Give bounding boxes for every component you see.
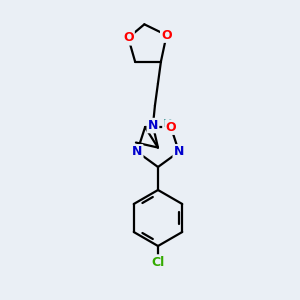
Text: O: O	[166, 121, 176, 134]
Text: H: H	[163, 118, 172, 128]
Text: O: O	[161, 28, 172, 42]
Text: Cl: Cl	[152, 256, 165, 268]
Text: N: N	[174, 145, 184, 158]
Text: O: O	[123, 31, 134, 44]
Text: N: N	[148, 119, 158, 132]
Text: N: N	[132, 145, 142, 158]
